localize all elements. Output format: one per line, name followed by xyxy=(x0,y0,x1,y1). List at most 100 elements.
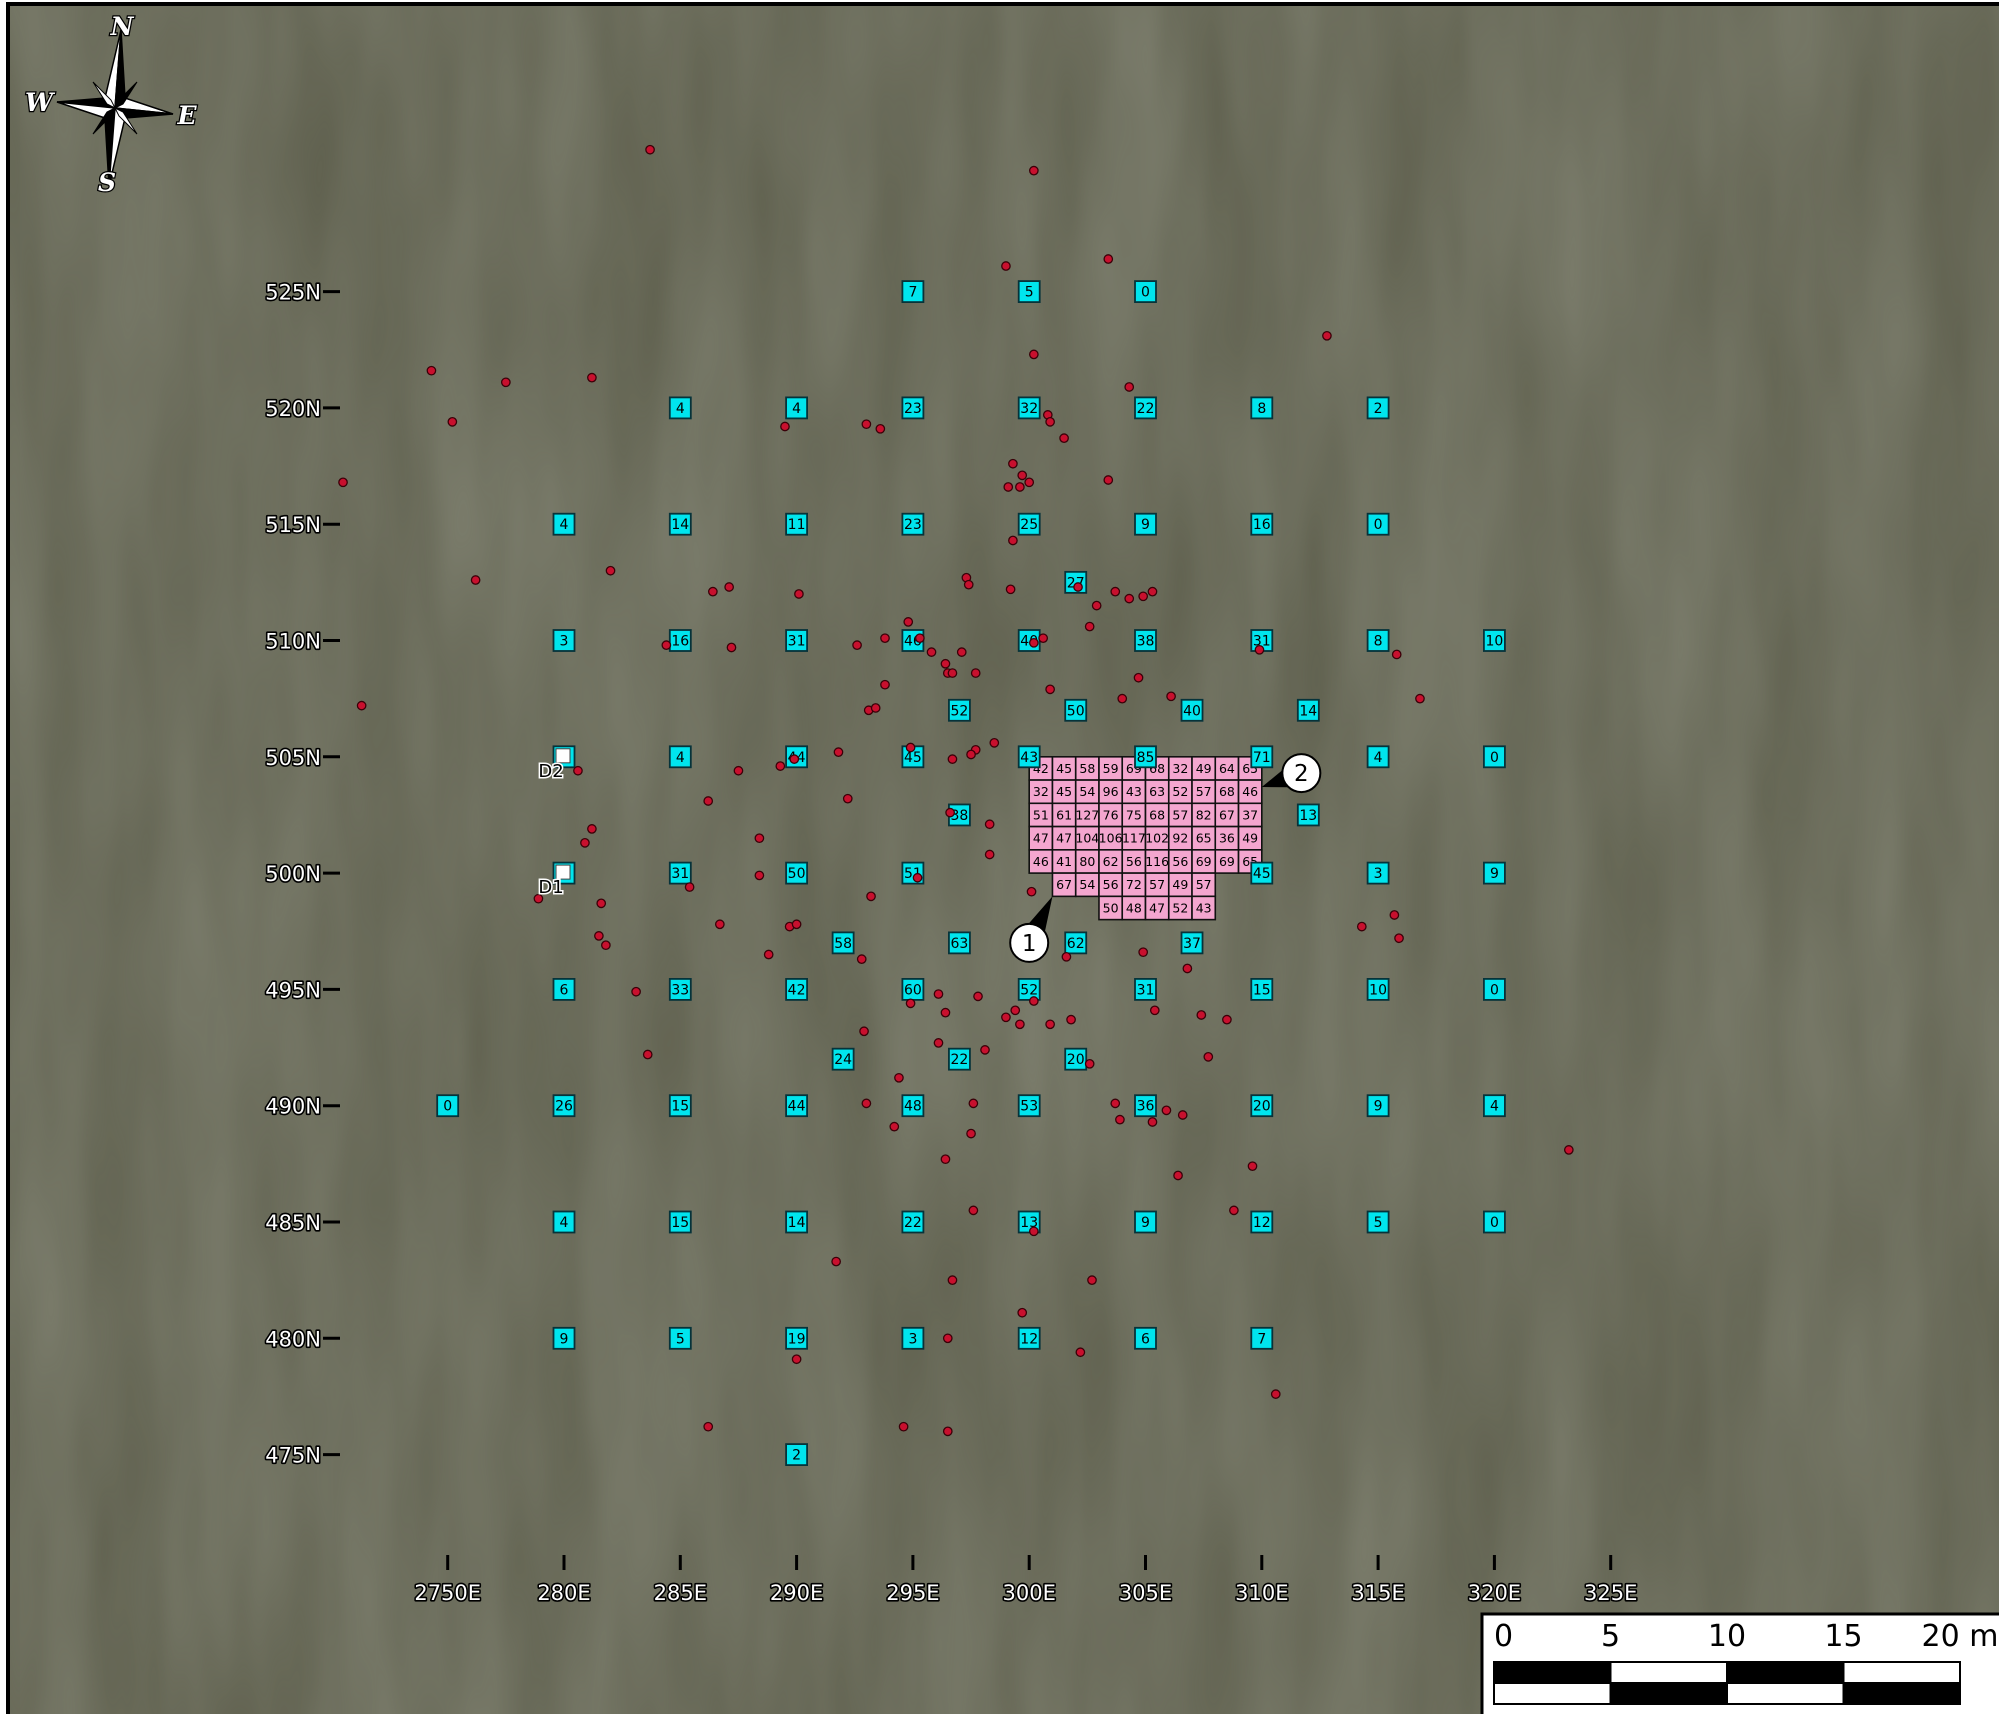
test-pit-count: 53 xyxy=(1020,1099,1038,1115)
artifact-point xyxy=(875,423,886,434)
test-pit xyxy=(1483,1210,1506,1234)
compass-diag-se xyxy=(113,106,138,135)
test-pit xyxy=(1250,396,1274,420)
test-pit-count: 31 xyxy=(1137,982,1155,998)
test-pit xyxy=(1366,512,1390,536)
excavation-unit-count: 47 xyxy=(1033,831,1049,846)
artifact-point xyxy=(1029,349,1039,360)
test-pit-count: 7 xyxy=(1257,1331,1266,1347)
excavation-unit xyxy=(1191,895,1217,921)
test-pit-count: 12 xyxy=(1020,1331,1038,1347)
artifact-point xyxy=(1075,1347,1086,1358)
artifact-point xyxy=(889,1121,900,1132)
test-pit xyxy=(831,1047,855,1071)
artifact-point xyxy=(1173,1170,1183,1181)
artifact-point xyxy=(605,565,616,576)
excavation-unit-count: 72 xyxy=(1126,877,1142,892)
excavation-unit-count: 68 xyxy=(1149,807,1165,822)
artifact-point xyxy=(1322,330,1332,341)
excavation-unit-count: 50 xyxy=(1103,900,1119,915)
test-pit xyxy=(1250,1210,1274,1234)
test-pit xyxy=(1017,280,1041,304)
artifact-point xyxy=(1110,1098,1121,1109)
test-pit-count: 23 xyxy=(904,401,922,417)
artifact-point xyxy=(947,1275,958,1286)
test-pit xyxy=(1250,978,1274,1001)
artifact-point xyxy=(1182,963,1193,974)
artifact-point xyxy=(500,377,511,388)
test-pit xyxy=(785,396,808,420)
test-pit-count: 37 xyxy=(1183,936,1201,952)
test-pit xyxy=(1134,512,1157,536)
artifact-point xyxy=(1084,621,1095,632)
test-pit xyxy=(552,1210,576,1234)
artifact-point xyxy=(984,849,995,860)
artifact-point xyxy=(1008,458,1018,469)
compass-diag-sw xyxy=(92,106,117,135)
excavation-unit-count: 49 xyxy=(1242,831,1258,846)
excavation-unit-count: 54 xyxy=(1079,784,1095,799)
test-pit-count: 4 xyxy=(792,401,801,417)
datum-layer: D2 D1 xyxy=(537,748,571,900)
artifact-point xyxy=(966,1128,976,1139)
artifact-point xyxy=(1003,482,1014,492)
artifact-point xyxy=(1166,691,1176,702)
easting-tick-label: 280E xyxy=(537,1581,590,1605)
excavation-unit-count: 49 xyxy=(1172,877,1188,892)
test-pit xyxy=(901,1326,925,1350)
artifact-point xyxy=(1066,1014,1076,1025)
test-pit xyxy=(1180,931,1204,955)
test-pit-count: 8 xyxy=(1257,401,1266,417)
scale-segment-upper xyxy=(1493,1661,1612,1684)
excavation-unit-count: 62 xyxy=(1103,854,1119,869)
test-pit-count: 40 xyxy=(1183,703,1201,719)
test-pit xyxy=(1366,629,1390,652)
artifact-point xyxy=(1196,1010,1207,1020)
artifact-point xyxy=(947,754,958,764)
test-pit xyxy=(1296,803,1320,827)
artifact-point xyxy=(1103,254,1114,264)
scale-segment-lower xyxy=(1842,1682,1961,1705)
scale-segment-lower xyxy=(1726,1682,1845,1705)
artifact-point xyxy=(1015,1019,1025,1030)
artifact-point xyxy=(596,898,607,909)
excavation-unit-count: 57 xyxy=(1196,877,1212,892)
test-pit-count: 10 xyxy=(1369,982,1387,998)
test-pit xyxy=(1064,698,1088,722)
test-pit-count: 12 xyxy=(1253,1215,1271,1231)
test-pit xyxy=(1483,629,1506,652)
test-pit-count: 50 xyxy=(1067,703,1085,719)
artifact-point xyxy=(1391,649,1402,660)
artifact-point xyxy=(1110,586,1121,597)
scale-bar-segments: 0 5 10 15 20 m xyxy=(1493,1619,1998,1705)
test-pit-count: 15 xyxy=(671,1215,689,1231)
artifact-point xyxy=(1147,1117,1158,1127)
test-pit-count: 9 xyxy=(1141,517,1150,533)
scale-segment-upper xyxy=(1609,1661,1728,1684)
scale-label: 15 xyxy=(1824,1619,1862,1654)
test-pit-count: 63 xyxy=(951,936,969,952)
artifact-point xyxy=(763,949,774,960)
test-pit xyxy=(901,280,925,304)
artifact-point xyxy=(1389,910,1400,920)
artifact-point xyxy=(1356,921,1367,932)
artifact-point xyxy=(940,658,951,669)
test-pit xyxy=(668,861,692,885)
test-pit-count: 20 xyxy=(1067,1052,1085,1068)
artifact-point xyxy=(1133,672,1144,683)
datum-marker xyxy=(555,748,571,764)
excavation-unit-count: 43 xyxy=(1196,900,1212,915)
test-pit xyxy=(901,512,925,536)
artifact-point xyxy=(880,633,890,644)
test-pit-count: 5 xyxy=(1374,1215,1383,1231)
artifact-point xyxy=(940,1007,951,1018)
artifact-point xyxy=(1073,582,1083,592)
artifact-point xyxy=(703,1421,714,1432)
artifact-point xyxy=(1061,951,1072,962)
artifact-point xyxy=(1045,1019,1055,1030)
test-pit xyxy=(948,698,971,722)
test-pit xyxy=(1366,1094,1390,1118)
excavation-unit-count: 56 xyxy=(1103,877,1119,892)
artifact-point xyxy=(1010,1005,1021,1016)
artifact-point xyxy=(1029,165,1039,176)
